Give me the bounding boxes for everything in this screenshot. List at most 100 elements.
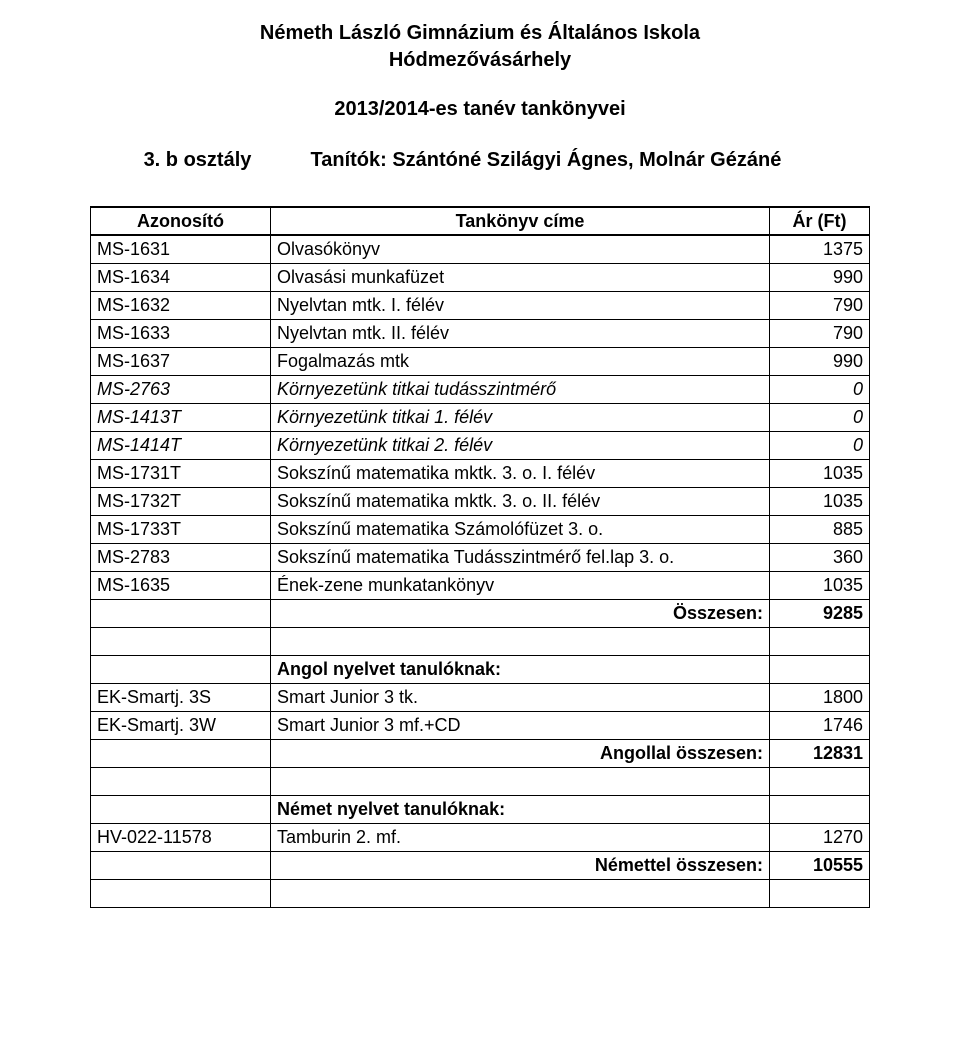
cell-title: Sokszínű matematika Tudásszintmérő fel.l… (271, 543, 770, 571)
cell-code: MS-1413T (91, 403, 271, 431)
cell-code: MS-1414T (91, 431, 271, 459)
cell-code: MS-1733T (91, 515, 271, 543)
cell-title: Fogalmazás mtk (271, 347, 770, 375)
cell-code: MS-1631 (91, 235, 271, 263)
cell-title: Nyelvtan mtk. I. félév (271, 291, 770, 319)
cell-code: MS-1732T (91, 487, 271, 515)
cell-price (770, 795, 870, 823)
table-row: Némettel összesen:10555 (91, 851, 870, 879)
cell-title: Smart Junior 3 tk. (271, 683, 770, 711)
cell-code (91, 879, 271, 907)
class-label: 3. b osztály (144, 149, 252, 171)
cell-code: MS-1634 (91, 263, 271, 291)
table-row (91, 879, 870, 907)
cell-price (770, 767, 870, 795)
cell-price: 0 (770, 375, 870, 403)
table-row: MS-1631Olvasókönyv1375 (91, 235, 870, 263)
cell-code (91, 739, 271, 767)
cell-price: 1746 (770, 711, 870, 739)
cell-code: MS-1731T (91, 459, 271, 487)
table-row: EK-Smartj. 3WSmart Junior 3 mf.+CD1746 (91, 711, 870, 739)
table-row: MS-1637Fogalmazás mtk990 (91, 347, 870, 375)
class-teachers-line: 3. b osztály Tanítók: Szántóné Szilágyi … (90, 149, 870, 172)
cell-code (91, 599, 271, 627)
cell-price (770, 879, 870, 907)
cell-title: Környezetünk titkai 2. félév (271, 431, 770, 459)
col-header-title: Tankönyv címe (271, 207, 770, 235)
cell-code: MS-1637 (91, 347, 271, 375)
school-header: Németh László Gimnázium és Általános Isk… (90, 20, 870, 74)
cell-title (271, 627, 770, 655)
cell-price: 0 (770, 403, 870, 431)
cell-code: MS-2763 (91, 375, 271, 403)
cell-price: 12831 (770, 739, 870, 767)
cell-title: Angollal összesen: (271, 739, 770, 767)
cell-code: MS-1633 (91, 319, 271, 347)
cell-title: Ének-zene munkatankönyv (271, 571, 770, 599)
cell-title: Sokszínű matematika mktk. 3. o. I. félév (271, 459, 770, 487)
col-header-price: Ár (Ft) (770, 207, 870, 235)
cell-title: Smart Junior 3 mf.+CD (271, 711, 770, 739)
cell-code: EK-Smartj. 3W (91, 711, 271, 739)
table-row (91, 627, 870, 655)
teachers-label: Tanítók: Szántóné Szilágyi Ágnes, Molnár… (311, 149, 782, 171)
cell-price (770, 627, 870, 655)
table-row: MS-1733TSokszínű matematika Számolófüzet… (91, 515, 870, 543)
table-row: MS-2783Sokszínű matematika Tudásszintmér… (91, 543, 870, 571)
cell-code: MS-1632 (91, 291, 271, 319)
cell-code: MS-2783 (91, 543, 271, 571)
cell-code (91, 851, 271, 879)
table-row: Angollal összesen:12831 (91, 739, 870, 767)
school-name-line1: Németh László Gimnázium és Általános Isk… (90, 20, 870, 47)
table-row: MS-1414TKörnyezetünk titkai 2. félév0 (91, 431, 870, 459)
school-name-line2: Hódmezővásárhely (90, 47, 870, 74)
cell-price: 1035 (770, 571, 870, 599)
table-header-row: Azonosító Tankönyv címe Ár (Ft) (91, 207, 870, 235)
cell-code (91, 795, 271, 823)
cell-price: 790 (770, 291, 870, 319)
year-subhead: 2013/2014-es tanév tankönyvei (90, 98, 870, 121)
col-header-code: Azonosító (91, 207, 271, 235)
table-row: MS-1634Olvasási munkafüzet990 (91, 263, 870, 291)
cell-title: Összesen: (271, 599, 770, 627)
cell-price (770, 655, 870, 683)
table-row (91, 767, 870, 795)
cell-price: 360 (770, 543, 870, 571)
cell-code (91, 655, 271, 683)
cell-title: Olvasási munkafüzet (271, 263, 770, 291)
cell-title: Sokszínű matematika Számolófüzet 3. o. (271, 515, 770, 543)
table-row: Összesen:9285 (91, 599, 870, 627)
cell-title: Sokszínű matematika mktk. 3. o. II. félé… (271, 487, 770, 515)
table-row: MS-1732TSokszínű matematika mktk. 3. o. … (91, 487, 870, 515)
cell-code: EK-Smartj. 3S (91, 683, 271, 711)
cell-code: MS-1635 (91, 571, 271, 599)
cell-price: 990 (770, 347, 870, 375)
cell-price: 1035 (770, 487, 870, 515)
cell-price: 990 (770, 263, 870, 291)
cell-code: HV-022-11578 (91, 823, 271, 851)
table-row: HV-022-11578Tamburin 2. mf.1270 (91, 823, 870, 851)
cell-price: 1800 (770, 683, 870, 711)
cell-title: Tamburin 2. mf. (271, 823, 770, 851)
cell-title: Némettel összesen: (271, 851, 770, 879)
table-row: MS-1635Ének-zene munkatankönyv1035 (91, 571, 870, 599)
cell-code (91, 767, 271, 795)
table-row: MS-1633Nyelvtan mtk. II. félév790 (91, 319, 870, 347)
cell-price: 0 (770, 431, 870, 459)
cell-price: 1035 (770, 459, 870, 487)
cell-title: Környezetünk titkai tudásszintmérő (271, 375, 770, 403)
table-row: Német nyelvet tanulóknak: (91, 795, 870, 823)
document-page: Németh László Gimnázium és Általános Isk… (0, 0, 960, 948)
textbook-table: Azonosító Tankönyv címe Ár (Ft) MS-1631O… (90, 206, 870, 908)
table-body: MS-1631Olvasókönyv1375MS-1634Olvasási mu… (91, 235, 870, 907)
cell-title: Környezetünk titkai 1. félév (271, 403, 770, 431)
cell-code (91, 627, 271, 655)
cell-price: 9285 (770, 599, 870, 627)
cell-title (271, 767, 770, 795)
table-row: MS-1413TKörnyezetünk titkai 1. félév0 (91, 403, 870, 431)
cell-price: 790 (770, 319, 870, 347)
table-row: Angol nyelvet tanulóknak: (91, 655, 870, 683)
table-row: EK-Smartj. 3SSmart Junior 3 tk.1800 (91, 683, 870, 711)
cell-title (271, 879, 770, 907)
table-row: MS-2763Környezetünk titkai tudásszintmér… (91, 375, 870, 403)
